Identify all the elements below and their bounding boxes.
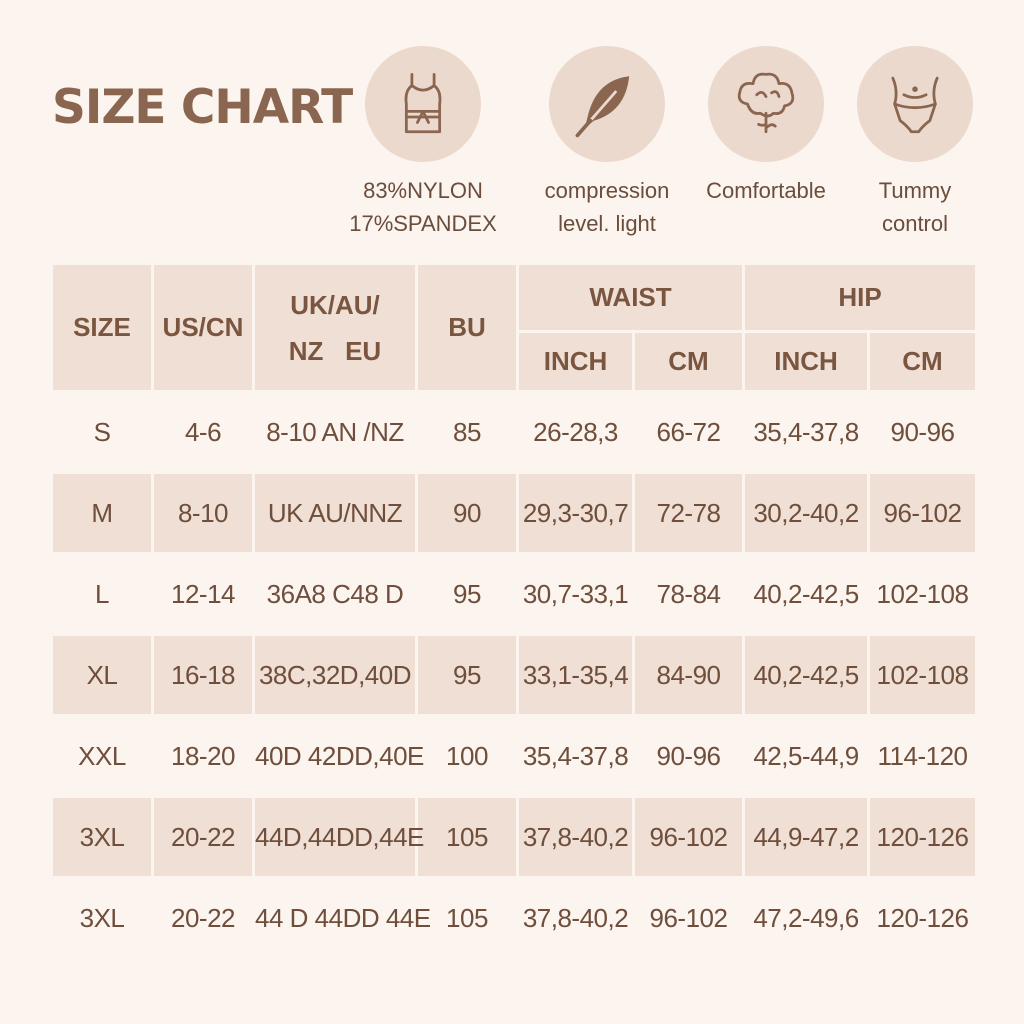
tank-top-icon [404, 73, 442, 134]
cell-waist-inch: 30,7-33,1 [522, 578, 629, 609]
feature-circle [857, 46, 973, 162]
feature-label: compression level. light [544, 178, 670, 236]
cell-bu: 100 [446, 740, 488, 771]
header-hip-cm: CM [870, 333, 975, 390]
cell-uk-au-nz-eu: 36A8 C48 D [266, 578, 404, 609]
cell-hip-inch: 35,4-37,8 [753, 416, 859, 447]
table-row: L 12-14 36A8 C48 D 95 30,7-33,1 78-84 40,2-42,… [53, 555, 975, 633]
cell-hip-inch: 44,9-47,2 [745, 798, 867, 876]
table-row: 3XL 20-22 44 D 44DD 44E 105 37,8-40,2 96-102 4… [53, 879, 975, 957]
cell-us-cn: 20-22 [154, 798, 252, 876]
cell-size: M [53, 474, 151, 552]
size-table: SIZE US/CN UK/AU/ NZ EU BU WAIST HIP INC… [50, 262, 978, 960]
cell-us-cn: 8-10 [154, 474, 252, 552]
table-row: XXL 18-20 40D 42DD,40E 100 35,4-37,8 90-96 42,… [53, 717, 975, 795]
cell-hip-inch: 40,2-42,5 [753, 578, 859, 609]
feature-circle [549, 46, 665, 162]
cell-hip-cm: 90-96 [890, 416, 956, 447]
cell-bu: 85 [453, 416, 481, 447]
feature-label: Comfortable [706, 178, 826, 203]
size-table-body: S 4-6 8-10 AN /NZ 85 26-28,3 66-72 35,4-37,8 90… [53, 393, 975, 957]
table-row: XL 16-18 38C,32D,40D 95 33,1-35,4 84-90 40,2-4… [53, 636, 975, 714]
cell-waist-cm: 66-72 [656, 416, 722, 447]
feature-compression: compression level. light [507, 46, 707, 240]
cell-waist-cm: 72-78 [635, 474, 742, 552]
cell-waist-inch: 37,8-40,2 [522, 902, 629, 933]
cell-hip-cm: 102-108 [870, 636, 975, 714]
header-waist-inch: INCH [519, 333, 632, 390]
header-waist-cm: CM [635, 333, 742, 390]
cell-uk-au-nz-eu: UK AU/NNZ [255, 474, 415, 552]
cell-waist-inch: 33,1-35,4 [519, 636, 632, 714]
cell-us-cn: 12-14 [171, 578, 236, 609]
tummy-icon [891, 76, 939, 134]
cell-size: 3XL [79, 902, 125, 933]
cell-bu: 105 [446, 902, 488, 933]
cell-waist-cm: 96-102 [635, 798, 742, 876]
cotton-icon [737, 72, 795, 134]
cell-size: L [95, 578, 109, 609]
cell-bu: 95 [418, 636, 516, 714]
cell-uk-au-nz-eu: 38C,32D,40D [255, 636, 415, 714]
header-hip-inch: INCH [745, 333, 867, 390]
cell-hip-cm: 114-120 [877, 740, 969, 771]
cell-hip-inch: 42,5-44,9 [753, 740, 859, 771]
table-row: M 8-10 UK AU/NNZ 90 29,3-30,7 72-78 30,2-40,2 9… [53, 474, 975, 552]
cell-size: 3XL [53, 798, 151, 876]
cell-hip-cm: 102-108 [876, 578, 969, 609]
feature-circle [365, 46, 481, 162]
page-title: SIZE CHART [52, 80, 353, 135]
cell-hip-inch: 30,2-40,2 [745, 474, 867, 552]
cell-size: XXL [78, 740, 126, 771]
cell-waist-cm: 96-102 [649, 902, 728, 933]
table-row: S 4-6 8-10 AN /NZ 85 26-28,3 66-72 35,4-37,8 90… [53, 393, 975, 471]
cell-uk-au-nz-eu: 44 D 44DD 44E [255, 902, 431, 933]
cell-us-cn: 4-6 [184, 416, 222, 447]
header-size: SIZE [53, 265, 151, 390]
cell-bu: 95 [453, 578, 481, 609]
cell-waist-inch: 35,4-37,8 [522, 740, 629, 771]
header-uk-au-nz-eu: UK/AU/ NZ EU [255, 265, 415, 390]
feature-comfortable: Comfortable [666, 46, 866, 207]
cell-bu: 90 [418, 474, 516, 552]
cell-waist-inch: 26-28,3 [533, 416, 618, 447]
cell-hip-cm: 96-102 [870, 474, 975, 552]
cell-waist-inch: 37,8-40,2 [519, 798, 632, 876]
cell-size: XL [53, 636, 151, 714]
header-hip: HIP [745, 265, 975, 330]
feature-tummy-control: Tummy control [815, 46, 1015, 240]
feature-label: 83%NYLON 17%SPANDEX [349, 178, 497, 236]
cell-size: S [93, 416, 111, 447]
header-waist: WAIST [519, 265, 742, 330]
feature-material: 83%NYLON 17%SPANDEX [323, 46, 523, 240]
feature-label: Tummy control [878, 178, 952, 236]
header-bu: BU [418, 265, 516, 390]
cell-us-cn: 18-20 [171, 740, 236, 771]
cell-uk-au-nz-eu: 44D,44DD,44E [255, 798, 424, 876]
cell-waist-cm: 84-90 [635, 636, 742, 714]
cell-us-cn: 16-18 [154, 636, 252, 714]
cell-hip-inch: 47,2-49,6 [753, 902, 859, 933]
cell-us-cn: 20-22 [171, 902, 236, 933]
cell-uk-au-nz-eu: 40D 42DD,40E [255, 740, 424, 771]
cell-waist-cm: 78-84 [656, 578, 722, 609]
cell-waist-cm: 90-96 [656, 740, 722, 771]
cell-bu: 105 [418, 798, 516, 876]
cell-hip-cm: 120-126 [876, 902, 969, 933]
header-us-cn: US/CN [154, 265, 252, 390]
cell-uk-au-nz-eu: 8-10 AN /NZ [266, 416, 404, 447]
table-row: 3XL 20-22 44D,44DD,44E 105 37,8-40,2 96-102 44… [53, 798, 975, 876]
feather-icon [575, 76, 630, 138]
cell-hip-inch: 40,2-42,5 [745, 636, 867, 714]
cell-hip-cm: 120-126 [870, 798, 975, 876]
feature-circle [708, 46, 824, 162]
cell-waist-inch: 29,3-30,7 [519, 474, 632, 552]
